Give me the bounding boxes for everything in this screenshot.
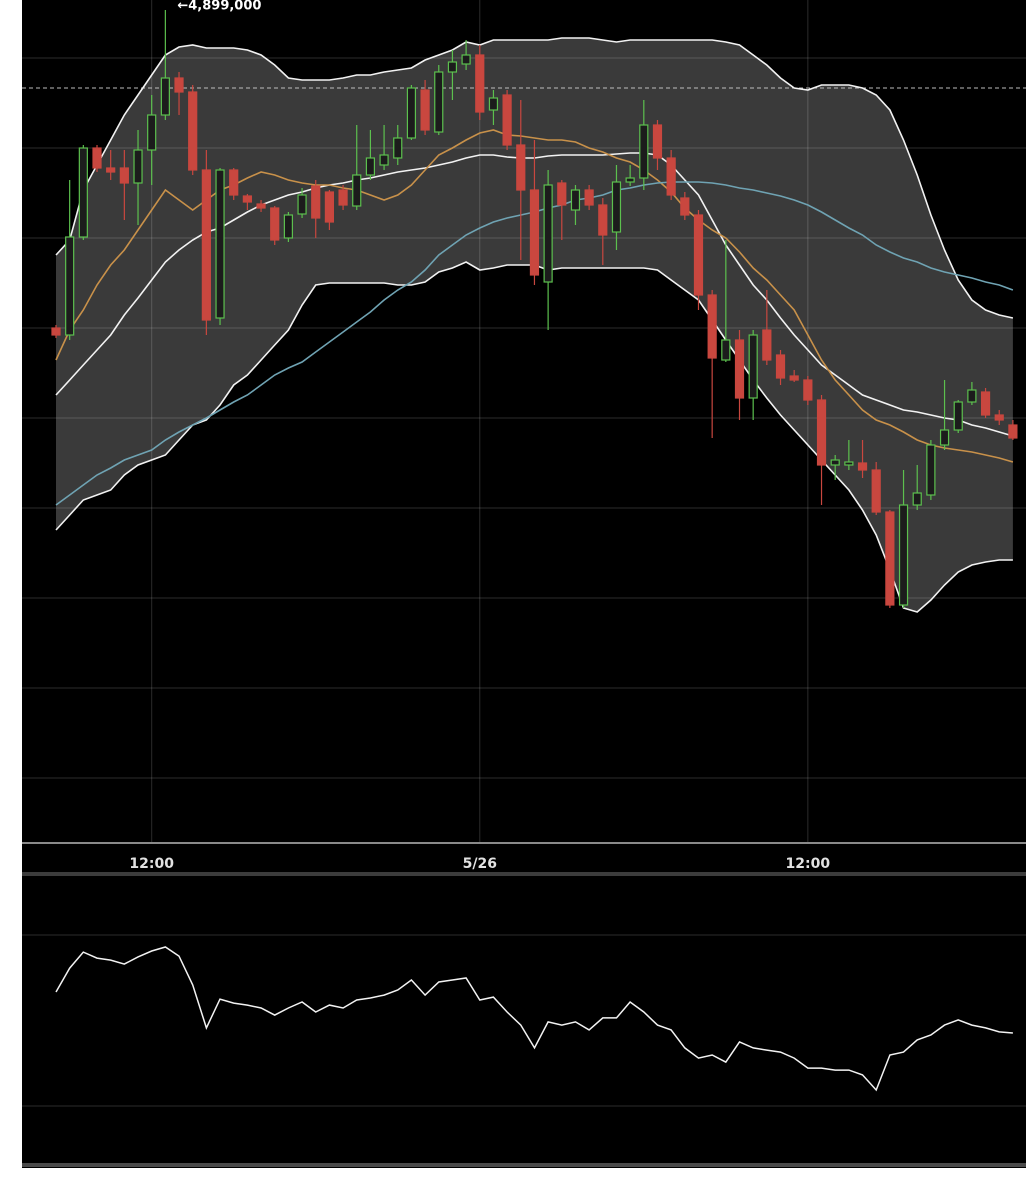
candle-body	[871, 469, 881, 513]
indicator-line	[55, 37, 1014, 319]
candle-body	[475, 54, 485, 113]
candle-body	[352, 174, 362, 207]
candle-body	[994, 414, 1004, 421]
candle-body	[707, 294, 717, 359]
candle-body	[898, 504, 909, 606]
candle-body	[78, 147, 88, 238]
candle-body	[543, 184, 553, 283]
candle-body	[666, 157, 676, 196]
candle-body	[570, 189, 581, 211]
candle-body	[379, 154, 389, 166]
candle-body	[1008, 424, 1018, 439]
candle-body	[557, 182, 567, 206]
x-tick-label: 12:00	[129, 856, 174, 872]
candle-body	[830, 459, 840, 466]
candle-body	[160, 77, 170, 116]
max-annotation: ←4,899,000	[177, 0, 261, 14]
candle-body	[625, 177, 635, 183]
candle-body	[133, 149, 143, 184]
candle-body	[680, 197, 690, 216]
candle-body	[857, 462, 868, 471]
candle-body	[611, 181, 622, 233]
candle-body	[215, 169, 225, 319]
candle-body	[393, 137, 403, 159]
candle-body	[106, 167, 116, 173]
candle-body	[639, 124, 649, 179]
candle-body	[461, 54, 471, 65]
candle-body	[926, 444, 936, 496]
candle-body	[338, 189, 348, 206]
candle-body	[721, 339, 731, 361]
candle-body	[420, 89, 430, 131]
candle-body	[229, 169, 239, 196]
candle-body	[762, 329, 772, 361]
candle-body	[147, 114, 157, 151]
candle-body	[283, 214, 293, 239]
candle-body	[242, 195, 252, 203]
candle-body	[748, 334, 758, 399]
candle-body	[967, 389, 977, 403]
candle-body	[324, 191, 334, 223]
candle-body	[65, 236, 75, 336]
candle-body	[789, 375, 799, 381]
candle-body	[529, 189, 540, 276]
candle-body	[584, 189, 594, 206]
candle-body	[598, 204, 608, 236]
candle-body	[693, 214, 704, 296]
candle-body	[119, 167, 129, 184]
candle-body	[92, 147, 102, 169]
candle-body	[844, 461, 854, 466]
candle-body	[297, 194, 307, 215]
candle-body	[803, 379, 813, 401]
panel-bottom-border	[22, 1163, 1026, 1167]
candle-body	[270, 207, 280, 241]
candle-body	[734, 339, 745, 399]
oscillator-line	[55, 946, 1013, 1092]
candle-body	[447, 61, 458, 73]
candle-body	[502, 94, 512, 146]
candle-body	[201, 169, 211, 321]
candle-body	[406, 87, 417, 139]
candle-body	[953, 401, 963, 431]
oscillator-panel	[22, 934, 1026, 1107]
candle-body	[434, 71, 444, 133]
candle-body	[174, 77, 184, 93]
candle-body	[51, 327, 61, 336]
x-tick-label: 5/26	[463, 856, 497, 872]
candle-body	[365, 157, 376, 176]
candle-body	[912, 492, 922, 506]
candle-body	[488, 97, 499, 111]
x-tick-label: 12:00	[786, 856, 831, 872]
candle-body	[885, 511, 895, 606]
candle-body	[256, 203, 266, 209]
candle-body	[652, 124, 663, 159]
candle-body	[816, 399, 827, 466]
candle-body	[311, 185, 321, 219]
panel-separator	[22, 872, 1026, 876]
price-panel: ←4,899,000 12:00 5/26 12:00	[22, 0, 1026, 872]
candle-body	[516, 144, 526, 191]
candle-body	[188, 91, 198, 171]
candle-body	[980, 391, 991, 416]
candle-body	[775, 354, 786, 379]
candle-body	[939, 429, 950, 446]
